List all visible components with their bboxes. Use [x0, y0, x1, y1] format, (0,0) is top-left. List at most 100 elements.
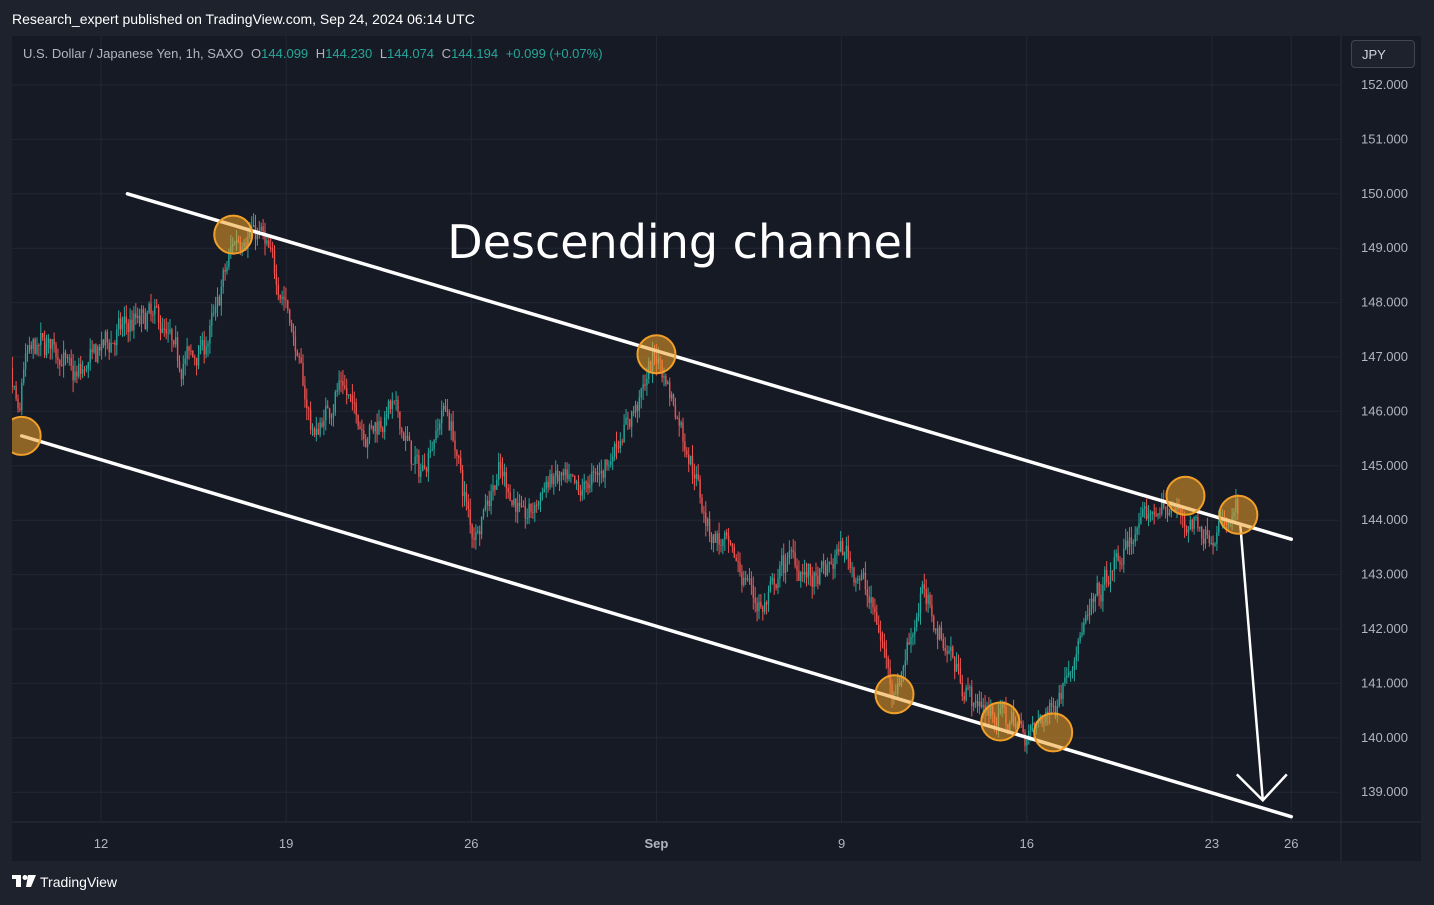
candle-body [1054, 706, 1057, 717]
candle-body [17, 398, 19, 409]
time-axis[interactable]: 12 19 26 Sep 9 16 23 26 [12, 821, 1421, 851]
close-value: 144.194 [451, 46, 499, 61]
channel-touch-marker[interactable] [1218, 494, 1259, 535]
descending-channel[interactable] [19, 192, 1293, 819]
candle-body [61, 364, 63, 367]
candle-body [678, 417, 680, 426]
candle-body [1138, 523, 1140, 529]
candle-body [289, 309, 291, 324]
candle-body [868, 596, 870, 603]
candle-body [784, 563, 787, 573]
candle-body [564, 469, 566, 476]
candle-body [24, 353, 27, 370]
candle-body [623, 424, 625, 443]
candle-body [716, 533, 718, 543]
candle-body [528, 503, 530, 519]
candle-body [566, 469, 568, 479]
candle-body [213, 312, 215, 314]
candle-body [591, 471, 593, 486]
channel-touch-marker[interactable] [636, 334, 677, 375]
candle-body [116, 329, 118, 346]
channel-upper-line[interactable] [125, 192, 1293, 541]
channel-touch-marker[interactable] [1165, 475, 1206, 516]
candle-body [916, 616, 918, 628]
candle-body [42, 333, 44, 338]
candle-body [697, 474, 699, 480]
candle-body [446, 409, 449, 413]
candle-body [957, 663, 960, 668]
candle-body [57, 357, 59, 361]
candle-body [707, 519, 709, 526]
candle-body [674, 404, 677, 418]
candle-body [1199, 527, 1201, 529]
candle-body [644, 384, 646, 386]
candle-body [1185, 526, 1188, 533]
touch-markers[interactable] [12, 214, 1259, 753]
candle-body [703, 511, 705, 513]
candle-body [686, 450, 688, 455]
symbol-name[interactable]: U.S. Dollar / Japanese Yen, 1h, SAXO [23, 46, 244, 61]
candle-body [676, 417, 678, 419]
candle-body [669, 382, 671, 399]
candle-body [1028, 731, 1030, 740]
candle-body [885, 648, 887, 658]
tradingview-logo[interactable]: TradingView [12, 874, 117, 890]
candle-body [1126, 540, 1129, 547]
candle-body [712, 534, 715, 544]
currency-button[interactable]: JPY [1351, 40, 1415, 68]
projection-arrow[interactable] [1239, 525, 1265, 801]
candle-body [36, 344, 38, 354]
candle-body [178, 361, 181, 370]
candle-body [285, 299, 287, 301]
channel-touch-marker[interactable] [12, 415, 42, 456]
candle-body [148, 303, 150, 313]
candle-body [1083, 622, 1085, 633]
candle-body [543, 489, 545, 493]
candle-body [498, 461, 500, 480]
projection-arrowhead [1235, 773, 1288, 803]
channel-lower-line[interactable] [19, 434, 1293, 819]
price-axis[interactable]: 152.000 151.000 150.000 149.000 148.000 147.0… [1340, 36, 1408, 861]
candle-body [340, 380, 342, 382]
channel-touch-marker[interactable] [980, 701, 1021, 742]
candle-body [802, 572, 804, 575]
price-chart[interactable]: 152.000 151.000 150.000 149.000 148.000 147.0… [12, 36, 1421, 861]
candle-body [769, 580, 772, 592]
channel-touch-marker[interactable] [1033, 712, 1074, 753]
candle-body [275, 273, 278, 285]
candle-body [847, 545, 849, 559]
price-tick-label: 146.000 [1361, 403, 1408, 418]
candle-body [1134, 534, 1136, 543]
candle-body [600, 470, 602, 474]
candle-body [917, 613, 920, 617]
candle-body [760, 601, 762, 607]
candle-body [613, 443, 616, 457]
candle-body [1033, 722, 1036, 725]
candle-body [283, 296, 285, 300]
candle-body [1107, 582, 1110, 585]
candle-body [351, 395, 354, 403]
candle-body [1136, 528, 1138, 535]
candle-body [670, 394, 673, 399]
candle-body [741, 572, 743, 586]
channel-touch-marker[interactable] [213, 214, 254, 255]
candle-body [1195, 516, 1197, 518]
candle-body [646, 378, 648, 386]
candle-body [914, 627, 916, 635]
candle-body [746, 578, 749, 580]
candle-body [452, 421, 454, 441]
candle-body [169, 329, 171, 333]
candle-body [822, 561, 825, 565]
candle-body [803, 571, 806, 575]
channel-touch-marker[interactable] [874, 674, 915, 715]
candle-body [872, 597, 874, 608]
candle-body [714, 534, 716, 543]
candle-body [264, 231, 266, 244]
chart-panel[interactable]: 152.000 151.000 150.000 149.000 148.000 147.0… [12, 36, 1421, 861]
candle-body [465, 492, 468, 502]
candle-body [475, 532, 477, 540]
candle-body [859, 578, 861, 581]
candle-body [503, 471, 506, 477]
candle-body [720, 544, 722, 546]
candle-body [382, 427, 384, 433]
